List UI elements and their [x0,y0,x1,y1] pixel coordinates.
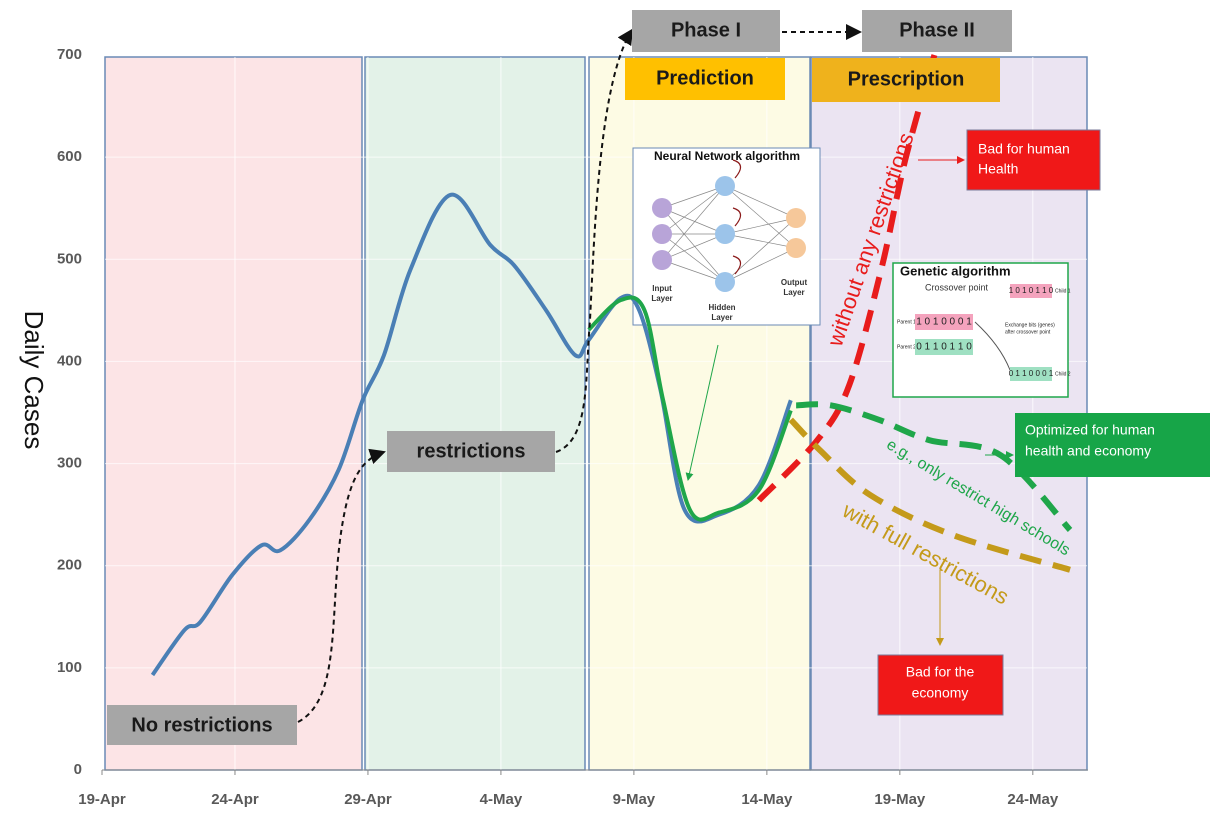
restrictions-label: restrictions [417,440,526,462]
x-tick-label: 24-Apr [211,791,259,808]
no-restrictions-label: No restrictions [131,714,272,736]
y-axis-label: Daily Cases [19,311,49,450]
ga-bits: 1 0 1 0 1 1 0 [1009,286,1054,295]
note-text: economy [912,685,969,701]
nn-label: Hidden [708,303,735,312]
y-tick-label: 700 [57,46,82,63]
note-text: Bad for human [978,141,1070,157]
y-tick-label: 200 [57,557,82,574]
nn-label: Layer [783,288,804,297]
nn-title: Neural Network algorithm [654,149,800,163]
ga-title: Genetic algorithm [900,263,1011,278]
region-no-restrictions [105,57,362,770]
chart: 0 100 200 300 400 500 600 700 19-Apr 24-Apr 29-Apr… [0,0,1210,815]
ga-label: Crossover point [925,282,989,292]
y-tick-label: 500 [57,250,82,267]
nn-node [715,272,735,292]
x-tick-label: 24-May [1007,791,1059,808]
x-tick-label: 19-Apr [78,791,126,808]
note-text: Health [978,161,1018,177]
region-restrictions [365,57,585,770]
x-tick-label: 29-Apr [344,791,392,808]
genetic-figure: Genetic algorithm Crossover point 1 0 1 … [893,263,1071,397]
nn-label: Layer [711,313,732,322]
nn-node [786,238,806,258]
x-tick-label: 19-May [874,791,926,808]
note-text: Optimized for human [1025,422,1155,438]
y-tick-label: 100 [57,659,82,676]
note-text: health and economy [1025,443,1151,459]
ga-label: after crossover point [1005,329,1051,335]
ga-label: Exchange bits (genes) [1005,322,1055,328]
nn-node [786,208,806,228]
nn-label: Output [781,278,808,287]
x-tick-label: 4-May [480,791,523,808]
note-text: Bad for the [906,664,975,680]
x-tick-label: 9-May [613,791,656,808]
prediction-label: Prediction [656,67,754,89]
ga-label: Child 2 [1055,371,1071,377]
ga-label: Parent 1 [897,319,916,325]
y-tick-label: 0 [74,761,82,778]
nn-node [652,250,672,270]
x-tick-label: 14-May [741,791,793,808]
y-tick-label: 400 [57,352,82,369]
ga-bits: 1 0 1 0 0 0 1 [916,317,972,328]
ga-label: Parent 2 [897,344,916,350]
ga-bits: 0 1 1 0 0 0 1 [1009,369,1054,378]
ga-bits: 0 1 1 0 1 1 0 [916,342,972,353]
nn-node [715,224,735,244]
nn-node [652,224,672,244]
nn-node [652,198,672,218]
nn-node [715,176,735,196]
phase-1-label: Phase I [671,19,741,41]
y-tick-label: 300 [57,455,82,472]
y-tick-label: 600 [57,148,82,165]
nn-label: Layer [651,294,672,303]
neural-network-figure: Neural Network algorithm Input Layer Hid… [633,148,820,325]
ga-label: Child 1 [1055,288,1071,294]
prescription-label: Prescription [848,68,965,90]
nn-label: Input [652,284,672,293]
phase-2-label: Phase II [899,19,975,41]
